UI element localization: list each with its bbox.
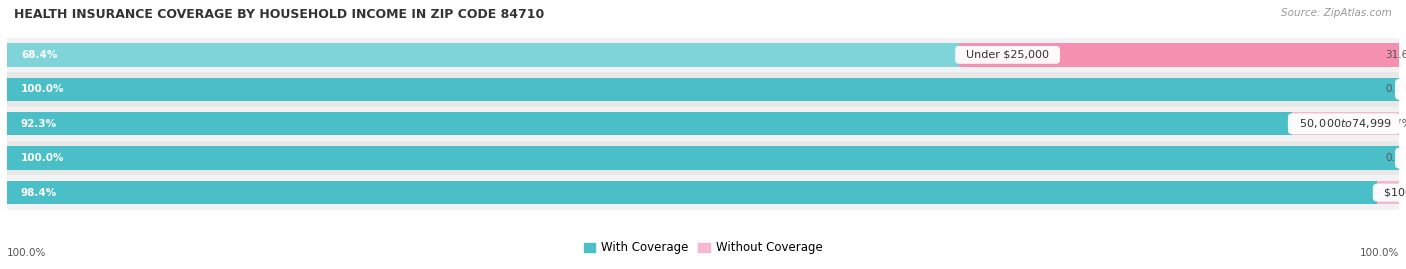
Bar (7, 112, 1292, 136)
Text: 100.0%: 100.0% (1360, 248, 1399, 258)
Bar (7, 72, 1399, 107)
Text: Source: ZipAtlas.com: Source: ZipAtlas.com (1281, 8, 1392, 18)
Text: $100,000 and over: $100,000 and over (1376, 187, 1406, 198)
Text: 100.0%: 100.0% (21, 153, 65, 163)
Text: $25,000 to $49,999: $25,000 to $49,999 (1399, 83, 1406, 96)
Bar (7, 141, 1399, 175)
Text: Under $25,000: Under $25,000 (959, 50, 1056, 60)
Text: 98.4%: 98.4% (21, 187, 58, 198)
Bar (959, 43, 1399, 67)
Text: 1.6%: 1.6% (1385, 187, 1406, 198)
Text: HEALTH INSURANCE COVERAGE BY HOUSEHOLD INCOME IN ZIP CODE 84710: HEALTH INSURANCE COVERAGE BY HOUSEHOLD I… (14, 8, 544, 21)
Bar (1376, 181, 1399, 204)
Text: 31.6%: 31.6% (1385, 50, 1406, 60)
Text: 100.0%: 100.0% (21, 84, 65, 94)
Text: 68.4%: 68.4% (21, 50, 58, 60)
Bar (7, 181, 1376, 204)
Bar (7, 38, 1399, 72)
Legend: With Coverage, Without Coverage: With Coverage, Without Coverage (579, 236, 827, 259)
Text: $50,000 to $74,999: $50,000 to $74,999 (1292, 117, 1396, 130)
Bar (7, 175, 1399, 210)
Text: $75,000 to $99,999: $75,000 to $99,999 (1399, 152, 1406, 165)
Bar (7, 107, 1399, 141)
Text: 0.0%: 0.0% (1385, 84, 1406, 94)
Bar (959, 43, 1399, 67)
Text: 100.0%: 100.0% (7, 248, 46, 258)
Bar (7, 77, 1399, 101)
Bar (7, 43, 959, 67)
Text: 92.3%: 92.3% (21, 119, 58, 129)
Text: 0.0%: 0.0% (1385, 153, 1406, 163)
Bar (1292, 112, 1399, 136)
Bar (7, 146, 1399, 170)
Text: 7.7%: 7.7% (1385, 119, 1406, 129)
